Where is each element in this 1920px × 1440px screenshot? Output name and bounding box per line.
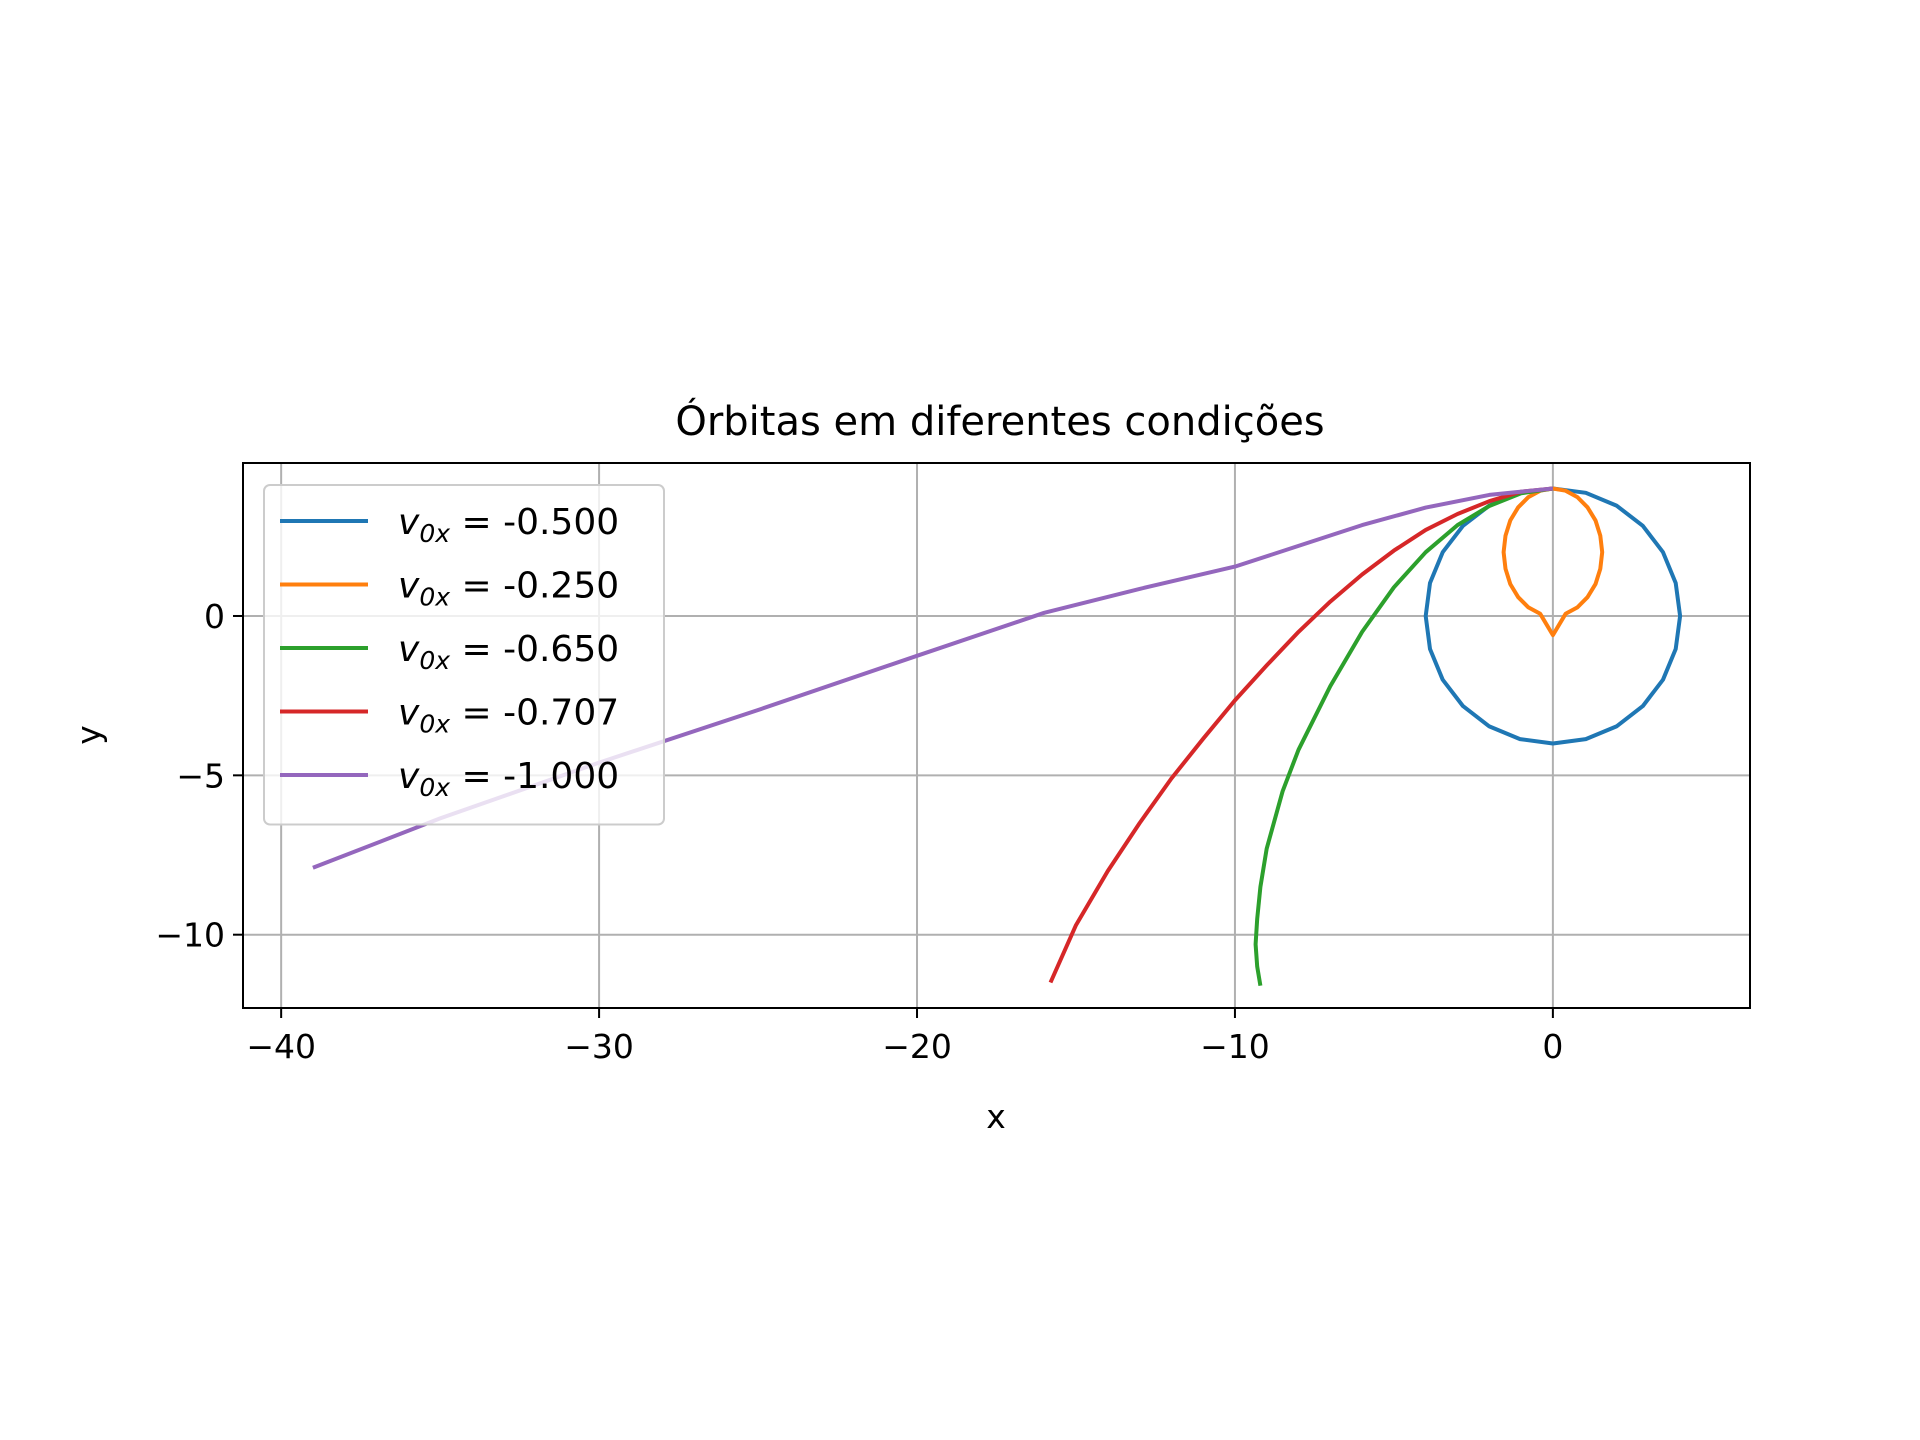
x-axis-label: x	[986, 1097, 1006, 1136]
legend-value: -0.650	[503, 629, 619, 670]
series-line-4	[1048, 486, 1554, 984]
series-line-3	[1253, 486, 1554, 987]
legend-value: -0.707	[503, 693, 619, 734]
legend-entry: v0x = -0.250	[398, 566, 619, 612]
x-tick-label: −30	[564, 1027, 634, 1066]
x-tick-label: 0	[1542, 1027, 1563, 1066]
axis-ticks: −40 −30 −20 −10 0 −10 −5 0	[155, 597, 1563, 1066]
legend-value: -0.250	[503, 566, 619, 607]
legend-value: -1.000	[503, 756, 619, 797]
x-tick-label: −20	[882, 1027, 952, 1066]
y-tick-label: −5	[176, 756, 225, 795]
legend-box	[263, 484, 665, 826]
chart-title: Órbitas em diferentes condições	[675, 397, 1324, 445]
plot-frame	[242, 462, 1751, 1009]
legend: v0x = -0.500 v0x = -0.250 v0x = -0.650 v0x …	[263, 484, 665, 826]
legend-entry: v0x = -0.707	[398, 693, 619, 739]
x-tick-label: −40	[246, 1027, 316, 1066]
legend-entry: v0x = -1.000	[398, 756, 619, 802]
legend-entry: v0x = -0.500	[398, 502, 619, 548]
x-tick-label: −10	[1200, 1027, 1270, 1066]
y-tick-label: −10	[155, 916, 225, 955]
y-axis-label: y	[69, 725, 108, 745]
series-lines	[312, 486, 1683, 987]
series-line-2	[1501, 486, 1605, 638]
legend-value: -0.500	[503, 502, 619, 543]
legend-entry: v0x = -0.650	[398, 629, 619, 675]
y-tick-label: 0	[204, 597, 225, 636]
series-line-1	[1423, 486, 1683, 746]
